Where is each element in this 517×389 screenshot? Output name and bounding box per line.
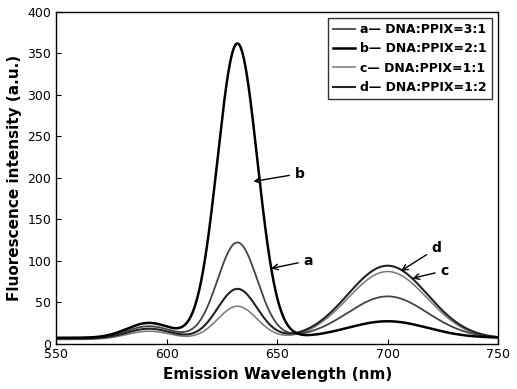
Text: b: b — [255, 166, 305, 183]
Legend: a— DNA:PPIX=3:1, b— DNA:PPIX=2:1, c— DNA:PPIX=1:1, d— DNA:PPIX=1:2: a— DNA:PPIX=3:1, b— DNA:PPIX=2:1, c— DNA… — [328, 18, 492, 99]
Text: a: a — [272, 254, 313, 270]
Text: c: c — [414, 264, 449, 279]
X-axis label: Emission Wavelength (nm): Emission Wavelength (nm) — [162, 367, 392, 382]
Text: d: d — [402, 241, 442, 270]
Y-axis label: Fluorescence intensity (a.u.): Fluorescence intensity (a.u.) — [7, 55, 22, 301]
